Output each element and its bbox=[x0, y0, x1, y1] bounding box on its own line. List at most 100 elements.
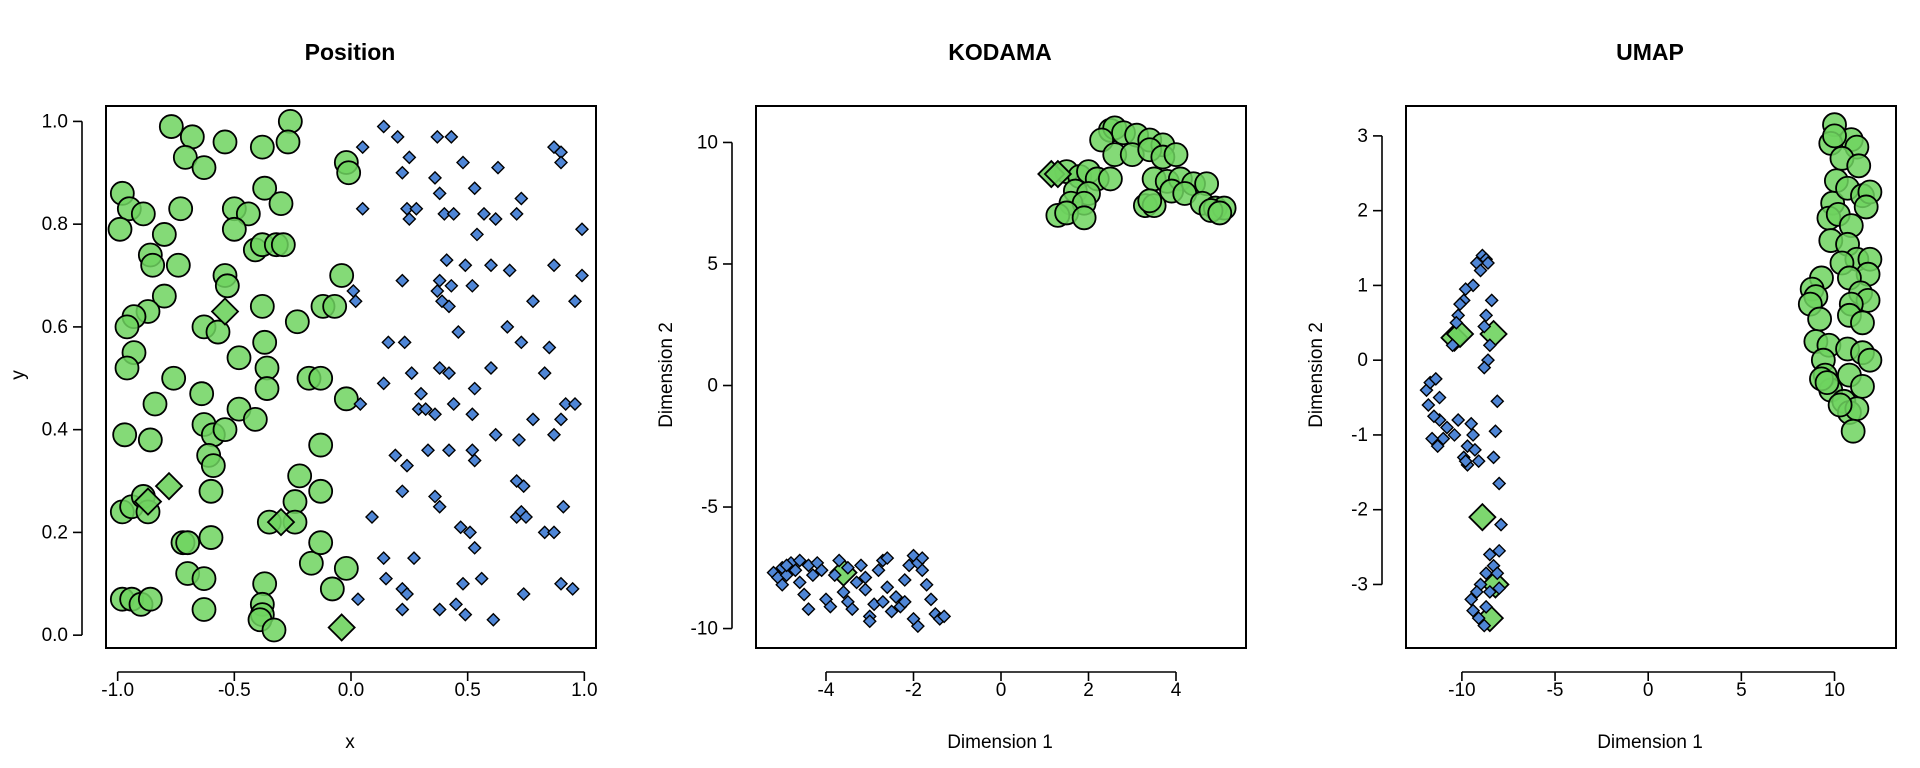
data-point-circle bbox=[114, 314, 140, 340]
x-tick-label-position: 0.5 bbox=[454, 680, 480, 701]
data-point-diamond-small bbox=[446, 396, 461, 411]
data-point-circle bbox=[198, 525, 224, 550]
y-axis-label-umap: Dimension 2 bbox=[1306, 322, 1327, 428]
data-point-circle bbox=[252, 329, 278, 355]
data-point-diamond-small bbox=[832, 553, 847, 568]
data-point-diamond-small bbox=[428, 489, 442, 504]
x-tick-label-position: 0.0 bbox=[338, 680, 364, 701]
data-point-diamond-small bbox=[1490, 394, 1505, 409]
data-point-circle bbox=[277, 109, 303, 134]
x-tick-label-umap: -10 bbox=[1448, 680, 1475, 701]
data-point-diamond-small bbox=[500, 319, 515, 334]
data-point-diamond-small bbox=[880, 580, 895, 595]
data-point-circle bbox=[142, 391, 168, 417]
data-point-circle bbox=[1814, 370, 1840, 396]
data-point-diamond-small bbox=[402, 150, 417, 165]
data-point-circle bbox=[191, 155, 217, 181]
data-point-diamond-small bbox=[458, 607, 473, 622]
data-point-diamond-small bbox=[1451, 412, 1466, 427]
y-tick-label-kodama: 0 bbox=[707, 376, 718, 397]
data-point-diamond-small bbox=[1466, 427, 1481, 442]
data-point-diamond-small bbox=[1484, 293, 1499, 308]
plot-frame-position bbox=[105, 105, 597, 649]
data-point-circle bbox=[179, 124, 205, 150]
data-point-circle bbox=[172, 144, 198, 170]
data-point-diamond-small bbox=[568, 294, 582, 309]
data-point-circle bbox=[1840, 418, 1866, 444]
data-point-diamond-small bbox=[514, 335, 529, 350]
x-tick-label-kodama: 4 bbox=[1171, 680, 1182, 701]
data-point-diamond-small bbox=[430, 283, 445, 298]
data-point-circle bbox=[212, 417, 238, 443]
data-point-diamond-small bbox=[409, 201, 424, 216]
x-tick-label-position: 1.0 bbox=[571, 680, 597, 701]
panel-kodama: KODAMA Dimension 1 Dimension 2 -4 -2 0 2 4 -1… bbox=[656, 39, 1247, 753]
y-tick-label-position: 0.8 bbox=[42, 214, 68, 235]
data-point-circle bbox=[1850, 373, 1875, 399]
data-point-diamond-small bbox=[516, 587, 531, 602]
x-tick-label-kodama: -4 bbox=[818, 680, 835, 701]
data-point-circle bbox=[270, 232, 296, 258]
data-point-circle bbox=[140, 252, 166, 278]
data-point-diamond-small bbox=[880, 551, 895, 566]
data-point-diamond-large bbox=[1043, 159, 1073, 189]
data-point-diamond-small bbox=[547, 258, 561, 273]
data-point-circle bbox=[308, 365, 334, 391]
data-point-diamond-small bbox=[1428, 371, 1443, 386]
data-point-diamond-small bbox=[1480, 256, 1495, 270]
data-point-diamond-large bbox=[1468, 502, 1497, 532]
panel-position: Position x y -1.0 -0.5 0.0 0.5 1.0 0.0 0.2 0.4 0… bbox=[8, 39, 598, 753]
data-point-diamond-small bbox=[381, 335, 396, 350]
x-tick-label-umap: -5 bbox=[1547, 680, 1564, 701]
data-point-circle bbox=[308, 478, 334, 504]
data-point-diamond-large bbox=[266, 507, 296, 537]
data-point-diamond-small bbox=[1477, 618, 1492, 633]
y-tick-label-umap: 3 bbox=[1357, 126, 1368, 147]
data-point-circle bbox=[252, 175, 278, 201]
data-point-circle bbox=[191, 566, 217, 592]
data-point-diamond-small bbox=[1464, 416, 1479, 431]
data-point-diamond-small bbox=[418, 402, 433, 417]
data-point-diamond-small bbox=[919, 577, 934, 592]
data-point-diamond-small bbox=[353, 396, 368, 411]
y-tick-label-position: 1.0 bbox=[42, 111, 68, 132]
data-point-circle bbox=[1827, 392, 1853, 418]
data-point-diamond-small bbox=[1482, 547, 1497, 562]
data-point-diamond-small bbox=[1473, 263, 1488, 278]
y-tick-label-position: 0.2 bbox=[42, 522, 68, 543]
y-axis-label-position: y bbox=[8, 370, 29, 380]
data-point-diamond-small bbox=[805, 568, 820, 583]
data-point-diamond-small bbox=[474, 571, 489, 586]
data-point-diamond-small bbox=[1490, 566, 1505, 581]
data-point-circle bbox=[226, 345, 252, 371]
data-point-diamond-small bbox=[400, 587, 414, 602]
x-tick-label-kodama: 2 bbox=[1083, 680, 1094, 701]
data-point-diamond-small bbox=[1469, 584, 1484, 599]
data-point-diamond-small bbox=[779, 568, 794, 583]
data-point-diamond-small bbox=[836, 585, 851, 600]
data-point-diamond-small bbox=[1464, 592, 1479, 607]
x-tick-label-umap: 5 bbox=[1736, 680, 1747, 701]
data-point-diamond-small bbox=[465, 443, 480, 458]
data-point-circle bbox=[235, 201, 261, 227]
data-point-diamond-small bbox=[906, 611, 921, 626]
data-point-diamond-small bbox=[792, 553, 807, 568]
data-point-diamond-small bbox=[432, 602, 447, 617]
data-point-diamond-small bbox=[395, 273, 410, 288]
data-point-diamond-small bbox=[348, 294, 363, 309]
y-tick-label-umap: -2 bbox=[1351, 500, 1368, 521]
data-point-circle bbox=[282, 489, 308, 514]
data-point-diamond-small bbox=[915, 563, 930, 578]
x-tick-label-umap: 0 bbox=[1643, 680, 1654, 701]
data-point-diamond-small bbox=[849, 575, 864, 590]
data-point-diamond-small bbox=[407, 551, 421, 566]
data-point-diamond-small bbox=[1453, 297, 1468, 312]
data-point-diamond-small bbox=[432, 273, 447, 288]
x-axis-label-position: x bbox=[345, 732, 355, 753]
data-point-circle bbox=[165, 252, 191, 278]
data-point-diamond-small bbox=[1479, 308, 1494, 323]
data-point-circle bbox=[1071, 205, 1097, 231]
panel-title-kodama: KODAMA bbox=[948, 39, 1052, 65]
data-point-diamond-small bbox=[421, 443, 435, 458]
data-point-diamond-small bbox=[1471, 611, 1486, 626]
